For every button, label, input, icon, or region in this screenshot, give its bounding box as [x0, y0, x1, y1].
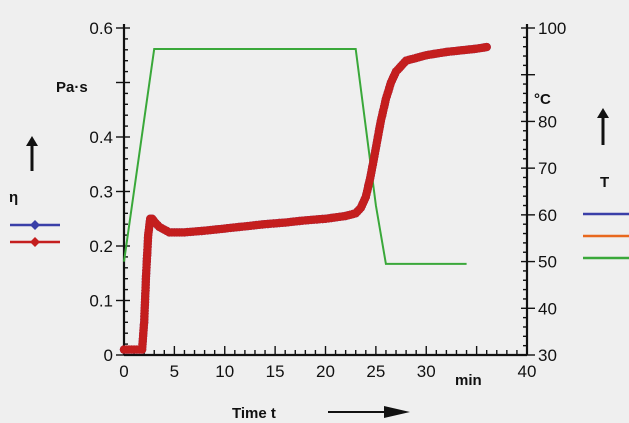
- series-1: [119, 42, 491, 354]
- right-tick-label: 100: [538, 19, 566, 38]
- left-axis-symbol: η: [9, 189, 18, 206]
- series-line: [123, 48, 467, 265]
- left-axis-unit: Pa·s: [56, 79, 88, 96]
- axis-labels: Pa·s °C η T min Time t: [9, 79, 609, 422]
- axes: 0 5 10 15 20 25 30 4000.10.20.30.40.63040506070…: [26, 19, 609, 418]
- series-0: [119, 42, 491, 354]
- left-tick-label: 0.3: [89, 183, 113, 202]
- left-axis-arrow-head: [26, 136, 38, 146]
- series-2: [123, 48, 467, 265]
- x-axis-arrow-head: [384, 406, 410, 418]
- right-tick-label: 40: [538, 299, 557, 318]
- right-axis-unit: °C: [534, 91, 551, 108]
- right-tick-label: 70: [538, 159, 557, 178]
- x-tick-label: 25: [366, 362, 385, 381]
- right-tick-label: 80: [538, 112, 557, 131]
- legend-swatch-marker: [30, 237, 40, 247]
- series-layer: [119, 42, 491, 354]
- left-tick-label: 0: [104, 346, 113, 365]
- x-tick-label: 15: [266, 362, 285, 381]
- x-axis-unit: min: [455, 372, 482, 389]
- left-tick-label: 0.1: [89, 292, 113, 311]
- x-tick-label: 10: [215, 362, 234, 381]
- left-tick-label: 0.4: [89, 128, 113, 147]
- legend-layer: [10, 212, 629, 260]
- right-tick-label: 60: [538, 206, 557, 225]
- x-tick-label: 20: [316, 362, 335, 381]
- left-tick-label: 0.6: [89, 19, 113, 38]
- legend-entry-1: [10, 237, 60, 247]
- x-axis-title: Time t: [232, 405, 276, 422]
- x-tick-label: 40: [518, 362, 537, 381]
- right-tick-label: 50: [538, 253, 557, 272]
- x-tick-label: 5: [170, 362, 179, 381]
- right-axis-symbol: T: [600, 174, 609, 191]
- legend-entry-0: [10, 220, 60, 230]
- right-axis-arrow-head: [597, 108, 609, 118]
- series-point: [482, 42, 491, 52]
- legend-swatch-marker: [30, 220, 40, 230]
- x-tick-label: 30: [417, 362, 436, 381]
- right-tick-label: 30: [538, 346, 557, 365]
- x-tick-label: 0: [119, 362, 128, 381]
- left-tick-label: 0.2: [89, 237, 113, 256]
